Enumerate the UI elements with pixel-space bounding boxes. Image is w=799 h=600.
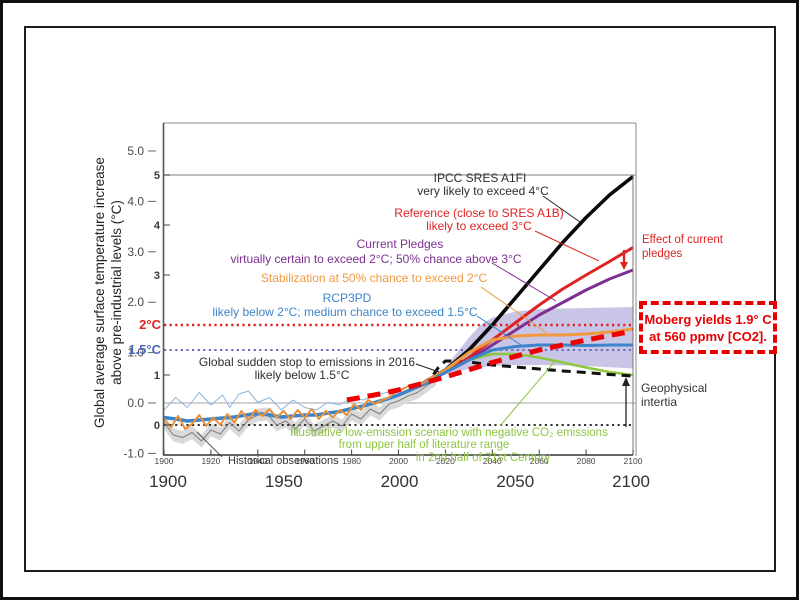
label-stabilization: Stabilization at 50% chance to exceed 2°…: [260, 271, 488, 285]
moberg-line1: Moberg yields 1.9° C: [644, 311, 772, 327]
svg-text:0: 0: [154, 420, 160, 432]
label-low-emission-3: in 2nd half of 21st Century: [415, 452, 551, 464]
svg-text:1920: 1920: [201, 456, 220, 466]
label-pledges-sub: virtually certain to exceed 2°C; 50% cha…: [230, 252, 522, 266]
threshold-label-2c: 2°C: [139, 317, 161, 332]
svg-text:2080: 2080: [577, 456, 596, 466]
label-low-emission-2: from upper half of literature range: [338, 439, 510, 451]
label-historical-observations: Historical observations: [228, 455, 339, 467]
svg-text:-1.0: -1.0: [123, 446, 144, 460]
label-rcp3pd-sub: likely below 2°C; medium chance to excee…: [212, 305, 478, 319]
svg-text:1: 1: [154, 370, 160, 382]
svg-text:3: 3: [154, 270, 160, 282]
label-effect-pledges-2: pledges: [642, 248, 683, 260]
label-low-emission-1: Illustrative low-emission scenario with …: [290, 427, 608, 439]
svg-text:4.0: 4.0: [127, 194, 144, 208]
label-sudden-stop-title: Global sudden stop to emissions in 2016: [198, 355, 416, 369]
chart-canvas: 5.0 4.0 3.0 2.0 1.0 0.0 -1.0 5 4 3 1 0 1900 1920 1940 1…: [123, 122, 650, 491]
svg-text:1950: 1950: [265, 472, 303, 491]
svg-text:2000: 2000: [389, 456, 408, 466]
svg-text:2050: 2050: [496, 472, 534, 491]
label-rcp3pd-title: RCP3PD: [322, 291, 372, 305]
y-axis-title-line2: above pre-industrial levels (°C): [109, 200, 124, 385]
y-axis-title: Global average surface temperature incre…: [91, 120, 125, 465]
svg-text:1.0: 1.0: [127, 346, 144, 360]
slide-inner-border: [24, 26, 776, 572]
moberg-line2: at 560 ppmv [CO2].: [649, 328, 767, 344]
svg-text:1980: 1980: [342, 456, 361, 466]
label-a1fi-sub: very likely to exceed 4°C: [417, 184, 549, 198]
moberg-annotation-box: Moberg yields 1.9° C at 560 ppmv [CO2].: [639, 301, 777, 354]
svg-text:2100: 2100: [612, 472, 650, 491]
label-effect-pledges-1: Effect of current: [642, 234, 723, 246]
svg-text:4: 4: [154, 220, 161, 232]
svg-text:2020: 2020: [436, 456, 455, 466]
label-geophysical-2: intertia: [641, 395, 678, 409]
label-pledges-title: Current Pledges: [356, 237, 444, 251]
svg-text:1960: 1960: [295, 456, 314, 466]
svg-text:2000: 2000: [381, 472, 419, 491]
label-geophysical-1: Geophysical: [641, 381, 708, 395]
y-axis-title-line1: Global average surface temperature incre…: [92, 157, 107, 428]
svg-text:2.0: 2.0: [127, 295, 144, 309]
svg-text:5.0: 5.0: [127, 144, 144, 158]
label-a1fi-title: IPCC SRES A1FI: [433, 171, 527, 185]
threshold-label-1-5c: 1.5°C: [128, 342, 161, 357]
label-reference-title: Reference (close to SRES A1B): [394, 206, 564, 220]
svg-text:3.0: 3.0: [127, 245, 144, 259]
svg-text:5: 5: [154, 170, 160, 182]
svg-text:1940: 1940: [248, 456, 267, 466]
svg-text:2060: 2060: [530, 456, 549, 466]
svg-text:2040: 2040: [483, 456, 502, 466]
svg-text:1900: 1900: [155, 456, 174, 466]
svg-text:2100: 2100: [624, 456, 643, 466]
label-reference-sub: likely to exceed 3°C: [426, 219, 532, 233]
svg-text:1900: 1900: [149, 472, 187, 491]
label-sudden-stop-sub: likely below 1.5°C: [254, 368, 350, 382]
svg-text:0.0: 0.0: [127, 396, 144, 410]
